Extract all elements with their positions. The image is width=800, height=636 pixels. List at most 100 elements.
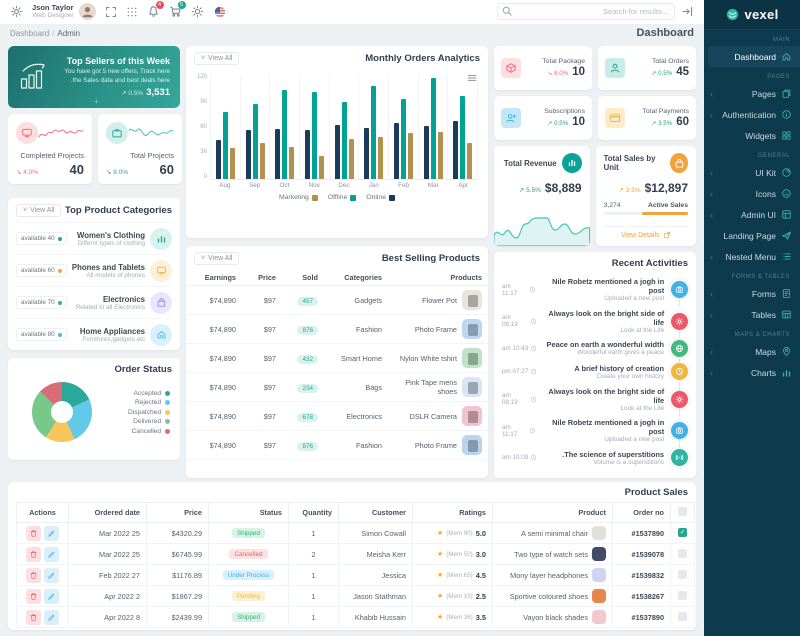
chevron-left-icon: ‹ [710,88,713,99]
language-flag-button[interactable] [213,5,227,19]
sidebar-item-forms[interactable]: ‹ Forms [704,283,800,304]
edit-button[interactable] [44,567,59,583]
select-all-checkbox[interactable] [678,507,687,516]
search-input[interactable] [497,3,675,21]
monitor-icon [21,127,33,139]
star-icon: ★ [436,572,444,580]
sidebar-item-label: Pages [751,88,776,99]
quantity-cell: 1 [288,522,339,544]
search-box [497,3,675,21]
available-badge: available 80 [16,328,67,341]
category-item[interactable]: available 60 Phones and Tablets All models… [16,254,172,286]
best-selling-card: ˅ View All Best Selling Products Earnings… [186,246,488,478]
sold-cell: 432 [282,343,324,373]
activity-time: pm 07:27 [502,368,537,375]
row-checkbox[interactable] [678,548,687,558]
wifi-icon [675,453,684,462]
activity-subtitle: Volume is a superstitions [593,458,664,466]
category-desc: Related to all Electronics [75,303,145,311]
sidebar-item-icons[interactable]: ‹ Icons [704,183,800,204]
edit-button[interactable] [44,588,59,604]
rating-cell: ★ (Mem 36) 3.5 [436,612,486,622]
brand-logo[interactable]: vexel [704,0,800,30]
top-sellers-stat: ↗ 0.5% 3,531 [121,87,170,98]
category-cell: Smart Home [324,343,388,373]
bar-group [241,74,271,179]
category-item[interactable]: available 40 Women's Clothing Differnt typ… [16,222,172,254]
sidebar-item-nested-menu[interactable]: ‹ Nested Menu [704,246,800,267]
sidebar-item-authentication[interactable]: ‹ Authentication [704,104,800,125]
delete-button[interactable] [26,609,41,625]
row-checkbox[interactable] [678,590,687,600]
avatar[interactable] [78,3,96,21]
settings-gear-button[interactable] [10,5,23,18]
edit-button[interactable] [44,609,59,625]
category-item[interactable]: available 70 Electronics Related to all El… [16,286,172,318]
category-item[interactable]: available 80 Home Appliances Furnitures,ga… [16,318,172,350]
trash-icon [29,529,38,538]
apps-grid-button[interactable] [126,6,138,18]
best-selling-table: Earnings Price Sold Categories Products $74,… [186,270,488,460]
sidebar-item-landing-page[interactable]: Landing Page [704,225,800,246]
sold-cell: 457 [282,285,324,315]
delete-button[interactable] [26,567,41,583]
row-checkbox[interactable] [678,611,687,621]
activity-time: am 11:17 [502,283,536,297]
best-selling-view-all-button[interactable]: ˅ View All [194,252,240,265]
sidebar-item-admin-ui[interactable]: ‹ Admin UI [704,204,800,225]
product-sales-table: Actions Ordered date Price Status Quantity Cu… [16,502,695,628]
sold-badge: 876 [297,325,318,335]
stat-delta: ↗ 0.5% [651,70,673,77]
projects-sparkline [128,128,174,137]
sidebar-item-dashboard[interactable]: Dashboard [708,46,800,67]
row-checkbox[interactable] [678,527,687,537]
x-tick: Sep [249,182,261,189]
fullscreen-button[interactable] [105,6,117,18]
top-sellers-description: You have got 5 new offers, Track here th… [64,68,170,84]
activity-title: Always look on the bright side of life [548,386,665,405]
top-categories-card: ˅ View All Top Product Categories availab… [8,198,180,350]
bar-marketing [348,139,354,179]
chevron-left-icon: ‹ [710,251,713,262]
cart-button[interactable]: 5 [169,1,186,18]
sidebar-item-widgets[interactable]: Widgets [704,125,800,146]
bag-icon [156,297,167,308]
stat-value: 10 [572,116,585,128]
edit-button[interactable] [44,546,59,562]
product-sales-title: Product Sales [624,487,688,498]
sidebar-item-tables[interactable]: ‹ Tables [704,304,800,325]
full-icon [105,6,117,18]
sidebar-item-pages[interactable]: ‹ Pages [704,83,800,104]
row-checkbox[interactable] [678,569,687,579]
activity-title: A brief history of creation [574,363,664,373]
user-profile[interactable]: Json Taylor Web Designer [32,3,96,21]
chart-menu-button[interactable] [466,72,478,87]
activity-subtitle: Look at the Life [620,326,665,334]
delete-button[interactable] [26,525,41,541]
sidebar-item-charts[interactable]: ‹ Charts [704,362,800,383]
bar-offline [252,103,258,179]
sidebar-item-label: Landing Page [723,230,776,241]
sidebar-toggle-button[interactable] [681,5,694,18]
theme-toggle-button[interactable] [191,5,204,18]
stat-value: 45 [676,66,689,78]
category-desc: Furnitures,gadgets etc. [80,335,145,343]
product-name: Nylon White tshirt [399,353,457,363]
top-header: Json Taylor Web Designer 4 5 [0,0,704,25]
edit-button[interactable] [44,525,59,541]
view-details-link[interactable]: View Details [603,226,688,239]
sidebar-item-maps[interactable]: ‹ Maps [704,341,800,362]
earnings-cell: $74,890 [186,314,242,344]
activity-title: The science of superstitions. [562,449,664,459]
notifications-button[interactable]: 4 [147,1,164,18]
categories-view-all-button[interactable]: ˅ View All [16,204,62,217]
best-selling-col-header: Sold [282,270,324,286]
breadcrumb-page: Admin [57,28,81,38]
delete-button[interactable] [26,546,41,562]
delete-button[interactable] [26,588,41,604]
monthly-view-all-button[interactable]: ˅ View All [194,52,240,65]
breadcrumb-section[interactable]: Dashboard [10,28,50,38]
rating-cell: ★ (Mem 15) 2.5 [436,591,486,601]
sidebar-item-ui-kit[interactable]: ‹ UI Kit [704,162,800,183]
earnings-cell: $74,890 [186,285,242,315]
